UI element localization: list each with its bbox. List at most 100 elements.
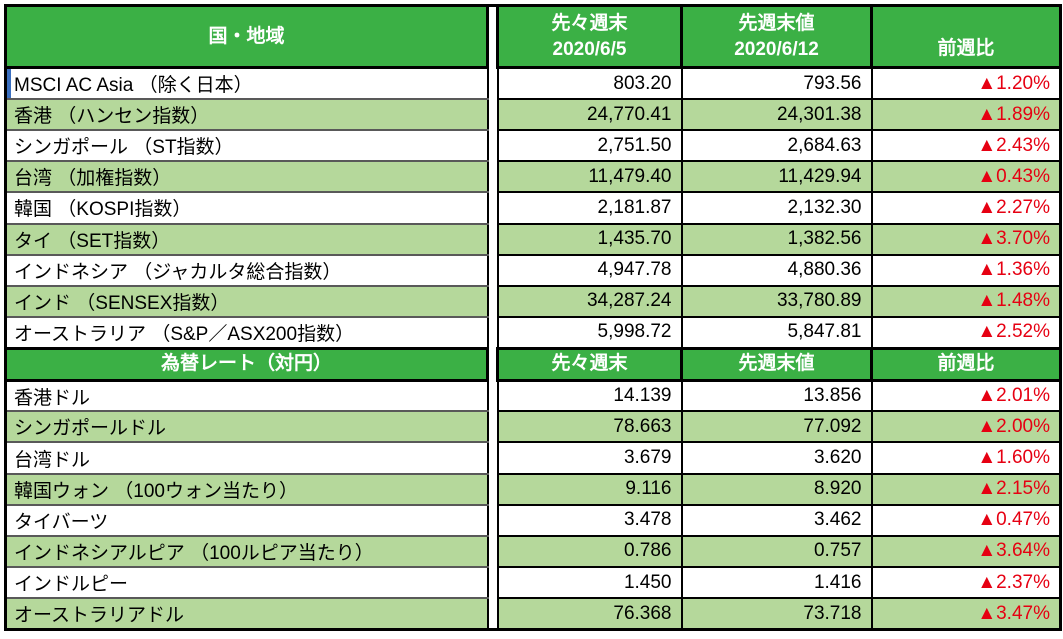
prev-value-cell: 9.116 bbox=[496, 472, 683, 506]
change-cell: ▲2.52% bbox=[870, 315, 1062, 350]
fx-header-row: 為替レート（対円） 先々週末 先週末値 前週比 bbox=[4, 346, 1062, 382]
table-row-india-sensex: インド （SENSEX指数） 34,287.24 33,780.89 ▲1.48… bbox=[5, 284, 1062, 318]
table-row-korea-kospi: 韓国 （KOSPI指数） 2,181.87 2,132.30 ▲2.27% bbox=[5, 191, 1062, 225]
name-cell: 韓国ウォン （100ウォン当たり） bbox=[5, 472, 488, 506]
prev-value-cell: 78.663 bbox=[496, 410, 683, 444]
last-weekend-label: 先週末値 bbox=[738, 12, 815, 34]
name-cell: 台湾ドル bbox=[5, 441, 488, 475]
change-cell: ▲1.48% bbox=[870, 284, 1062, 318]
change-cell: ▲2.37% bbox=[870, 566, 1062, 600]
prev-value-cell: 0.786 bbox=[496, 534, 683, 569]
last-value-cell: 13.856 bbox=[680, 379, 873, 413]
name-cell: オーストラリアドル bbox=[5, 597, 488, 631]
divider-cell bbox=[486, 598, 499, 630]
name-cell: 韓国 （KOSPI指数） bbox=[5, 191, 488, 225]
table-row-thb: タイバーツ 3.478 3.462 ▲0.47% bbox=[5, 503, 1062, 537]
divider-cell bbox=[486, 161, 499, 193]
change-cell: ▲1.60% bbox=[870, 441, 1062, 475]
name-cell: インドネシアルピア （100ルピア当たり） bbox=[5, 534, 488, 569]
divider-cell bbox=[486, 411, 499, 443]
column-divider bbox=[486, 348, 499, 381]
last-value-cell: 793.56 bbox=[680, 66, 873, 100]
change-cell: ▲2.43% bbox=[870, 129, 1062, 163]
table-row-indonesia-jakarta: インドネシア （ジャカルタ総合指数） 4,947.78 4,880.36 ▲1.… bbox=[5, 253, 1062, 287]
last-weekend-header: 先週末値 2020/6/12 bbox=[680, 3, 873, 70]
divider-cell bbox=[486, 254, 499, 286]
name-cell: オーストラリア （S&P／ASX200指数） bbox=[5, 315, 488, 350]
divider-cell bbox=[486, 535, 499, 568]
divider-cell bbox=[486, 130, 499, 162]
change-cell: ▲2.15% bbox=[870, 472, 1062, 506]
name-cell: インドネシア （ジャカルタ総合指数） bbox=[5, 253, 488, 287]
table-row-singapore-st: シンガポール （ST指数） 2,751.50 2,684.63 ▲2.43% bbox=[5, 129, 1062, 163]
last-value-cell: 3.620 bbox=[680, 441, 873, 475]
change-cell: ▲1.20% bbox=[870, 66, 1062, 100]
name-cell: インドルピー bbox=[5, 566, 488, 600]
prev-value-cell: 2,751.50 bbox=[496, 129, 683, 163]
name-cell: シンガポール （ST指数） bbox=[5, 129, 488, 163]
name-cell: 香港ドル bbox=[5, 379, 488, 413]
table-row-sgd: シンガポールドル 78.663 77.092 ▲2.00% bbox=[5, 410, 1062, 444]
prev-value-cell: 5,998.72 bbox=[496, 315, 683, 350]
divider-cell bbox=[486, 192, 499, 224]
prev-value-cell: 76.368 bbox=[496, 597, 683, 631]
prev-value-cell: 2,181.87 bbox=[496, 191, 683, 225]
fx-section-header: 為替レート（対円） bbox=[4, 346, 489, 382]
change-cell: ▲0.43% bbox=[870, 160, 1062, 194]
last-value-cell: 2,132.30 bbox=[680, 191, 873, 225]
market-table: 国・地域 先々週末 2020/6/5 先週末値 2020/6/12 前週比 MS… bbox=[4, 3, 1062, 631]
last-weekend-date: 2020/6/12 bbox=[734, 38, 819, 60]
prev-value-cell: 1,435.70 bbox=[496, 222, 683, 256]
divider-cell bbox=[486, 473, 499, 505]
last-value-cell: 24,301.38 bbox=[680, 97, 873, 132]
table-row-thailand-set: タイ （SET指数） 1,435.70 1,382.56 ▲3.70% bbox=[5, 222, 1062, 256]
fx-last-weekend-header: 先週末値 bbox=[680, 346, 873, 382]
table-row-australia-asx200: オーストラリア （S&P／ASX200指数） 5,998.72 5,847.81… bbox=[5, 315, 1062, 350]
prev-value-cell: 3.478 bbox=[496, 503, 683, 537]
divider-cell bbox=[486, 442, 499, 474]
last-value-cell: 1,382.56 bbox=[680, 222, 873, 256]
change-cell: ▲3.64% bbox=[870, 534, 1062, 569]
divider-cell bbox=[486, 316, 499, 349]
table-row-msci-ac-asia: MSCI AC Asia （除く日本） 803.20 793.56 ▲1.20% bbox=[5, 66, 1062, 100]
table-row-twd: 台湾ドル 3.679 3.620 ▲1.60% bbox=[5, 441, 1062, 475]
change-cell: ▲0.47% bbox=[870, 503, 1062, 537]
divider-cell bbox=[486, 567, 499, 599]
country-region-header: 国・地域 bbox=[4, 3, 489, 70]
prev-value-cell: 11,479.40 bbox=[496, 160, 683, 194]
change-cell: ▲2.01% bbox=[870, 379, 1062, 413]
name-cell: MSCI AC Asia （除く日本） bbox=[5, 66, 488, 100]
last-value-cell: 8.920 bbox=[680, 472, 873, 506]
change-cell: ▲2.27% bbox=[870, 191, 1062, 225]
name-cell: 香港 （ハンセン指数） bbox=[5, 97, 488, 132]
table-row-aud: オーストラリアドル 76.368 73.718 ▲3.47% bbox=[5, 597, 1062, 631]
column-divider bbox=[486, 5, 499, 68]
prev-weekend-header: 先々週末 2020/6/5 bbox=[496, 3, 683, 70]
prev-weekend-date: 2020/6/5 bbox=[552, 38, 627, 60]
divider-cell bbox=[486, 98, 499, 131]
divider-cell bbox=[486, 504, 499, 536]
prev-value-cell: 14.139 bbox=[496, 379, 683, 413]
change-cell: ▲1.36% bbox=[870, 253, 1062, 287]
indices-header-row: 国・地域 先々週末 2020/6/5 先週末値 2020/6/12 前週比 bbox=[4, 3, 1062, 70]
prev-value-cell: 4,947.78 bbox=[496, 253, 683, 287]
last-value-cell: 77.092 bbox=[680, 410, 873, 444]
divider-cell bbox=[486, 67, 499, 99]
name-cell: 台湾 （加権指数） bbox=[5, 160, 488, 194]
change-cell: ▲3.70% bbox=[870, 222, 1062, 256]
last-value-cell: 0.757 bbox=[680, 534, 873, 569]
table-row-krw: 韓国ウォン （100ウォン当たり） 9.116 8.920 ▲2.15% bbox=[5, 472, 1062, 506]
prev-value-cell: 24,770.41 bbox=[496, 97, 683, 132]
fx-prev-weekend-header: 先々週末 bbox=[496, 346, 683, 382]
wow-change-header: 前週比 bbox=[870, 3, 1062, 70]
prev-weekend-label: 先々週末 bbox=[551, 12, 628, 34]
last-value-cell: 2,684.63 bbox=[680, 129, 873, 163]
table-row-hkd: 香港ドル 14.139 13.856 ▲2.01% bbox=[5, 379, 1062, 413]
divider-cell bbox=[486, 285, 499, 317]
last-value-cell: 11,429.94 bbox=[680, 160, 873, 194]
table-row-inr: インドルピー 1.450 1.416 ▲2.37% bbox=[5, 566, 1062, 600]
table-row-idr: インドネシアルピア （100ルピア当たり） 0.786 0.757 ▲3.64% bbox=[5, 534, 1062, 569]
table-row-hongkong-hangseng: 香港 （ハンセン指数） 24,770.41 24,301.38 ▲1.89% bbox=[5, 97, 1062, 132]
last-value-cell: 73.718 bbox=[680, 597, 873, 631]
prev-value-cell: 34,287.24 bbox=[496, 284, 683, 318]
